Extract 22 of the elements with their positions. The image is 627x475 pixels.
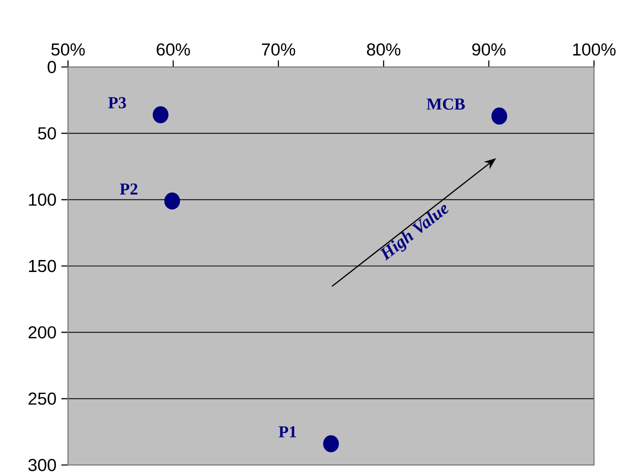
y-tick-label: 0 bbox=[48, 60, 56, 74]
y-tick-label: 50 bbox=[38, 127, 56, 140]
point bbox=[323, 435, 339, 452]
series-label: MCB bbox=[426, 98, 465, 110]
x-tick-label: 50% bbox=[51, 43, 85, 56]
annotation: High Value bbox=[380, 205, 449, 261]
x-tick-label: 60% bbox=[156, 43, 190, 56]
y-tick-label: 300 bbox=[28, 458, 56, 472]
point bbox=[491, 108, 508, 125]
y-tick-label: 250 bbox=[28, 392, 56, 405]
x-tick-label: 70% bbox=[262, 43, 296, 56]
series-label: P3 bbox=[108, 97, 126, 108]
y-tick-label: 150 bbox=[29, 260, 56, 272]
series-label: P2 bbox=[120, 183, 138, 195]
x-tick-label: 90% bbox=[472, 43, 506, 56]
point bbox=[152, 106, 168, 124]
x-tick-label: 80% bbox=[367, 43, 400, 56]
series-label: P1 bbox=[278, 426, 296, 438]
y-tick-label: 100 bbox=[29, 194, 56, 206]
y-tick-label: 200 bbox=[28, 326, 56, 338]
x-tick-label: 100% bbox=[573, 43, 616, 56]
point bbox=[164, 192, 180, 210]
